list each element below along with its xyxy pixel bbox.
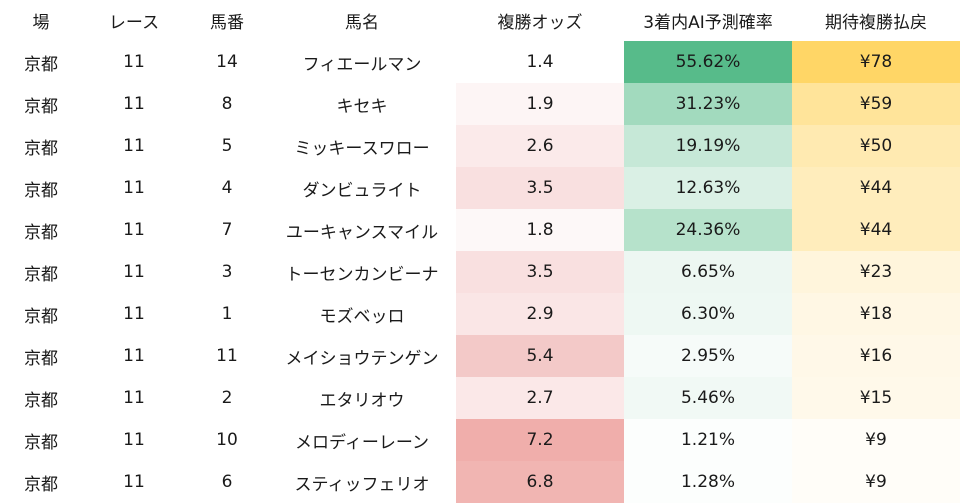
cell-horse-number: 8 — [221, 94, 233, 114]
cell-venue: 京都 — [24, 180, 58, 201]
cell-venue: 京都 — [24, 54, 58, 75]
header-race: レース — [108, 13, 160, 33]
cell-race: 11 — [123, 220, 145, 240]
cell-expected-payout: ¥59 — [792, 83, 960, 125]
cell-horse-number: 14 — [216, 52, 238, 72]
cell-race: 11 — [123, 346, 145, 366]
cell-horse-number: 2 — [221, 388, 233, 408]
table-row: 京都 11 1 モズベッロ 2.9 6.30% ¥18 — [0, 293, 960, 335]
cell-horse-name: フィエールマン — [302, 54, 422, 75]
cell-race: 11 — [123, 136, 145, 156]
cell-place-odds: 3.5 — [456, 167, 624, 209]
header-horse-number: 馬番 — [210, 13, 244, 33]
cell-horse-name: メロディーレーン — [295, 432, 429, 453]
cell-expected-payout: ¥16 — [792, 335, 960, 377]
cell-expected-payout: ¥15 — [792, 377, 960, 419]
header-place-odds: 複勝オッズ — [497, 13, 583, 33]
table-row: 京都 11 8 キセキ 1.9 31.23% ¥59 — [0, 83, 960, 125]
table-row: 京都 11 3 トーセンカンビーナ 3.5 6.65% ¥23 — [0, 251, 960, 293]
cell-place-odds: 1.8 — [456, 209, 624, 251]
cell-horse-number: 6 — [221, 472, 233, 492]
table-row: 京都 11 5 ミッキースワロー 2.6 19.19% ¥50 — [0, 125, 960, 167]
cell-ai-probability: 31.23% — [624, 83, 792, 125]
cell-place-odds: 2.9 — [456, 293, 624, 335]
cell-ai-probability: 19.19% — [624, 125, 792, 167]
cell-ai-probability: 55.62% — [624, 41, 792, 83]
cell-horse-name: キセキ — [336, 96, 388, 117]
cell-venue: 京都 — [24, 222, 58, 243]
cell-place-odds: 7.2 — [456, 419, 624, 461]
cell-race: 11 — [123, 388, 145, 408]
cell-expected-payout: ¥18 — [792, 293, 960, 335]
cell-horse-number: 1 — [221, 304, 233, 324]
table-row: 京都 11 10 メロディーレーン 7.2 1.21% ¥9 — [0, 419, 960, 461]
cell-venue: 京都 — [24, 390, 58, 411]
header-horse-name: 馬名 — [345, 13, 379, 33]
cell-venue: 京都 — [24, 96, 58, 117]
cell-expected-payout: ¥9 — [792, 419, 960, 461]
cell-place-odds: 2.6 — [456, 125, 624, 167]
table-row: 京都 11 2 エタリオウ 2.7 5.46% ¥15 — [0, 377, 960, 419]
cell-horse-name: トーセンカンビーナ — [285, 264, 439, 285]
cell-ai-probability: 12.63% — [624, 167, 792, 209]
table-row: 京都 11 11 メイショウテンゲン 5.4 2.95% ¥16 — [0, 335, 960, 377]
cell-ai-probability: 6.65% — [624, 251, 792, 293]
cell-ai-probability: 2.95% — [624, 335, 792, 377]
cell-place-odds: 5.4 — [456, 335, 624, 377]
cell-venue: 京都 — [24, 138, 58, 159]
cell-expected-payout: ¥44 — [792, 209, 960, 251]
cell-horse-number: 7 — [221, 220, 233, 240]
cell-horse-number: 10 — [216, 430, 238, 450]
cell-venue: 京都 — [24, 474, 58, 495]
cell-race: 11 — [123, 94, 145, 114]
cell-horse-name: ダンビュライト — [302, 180, 422, 201]
cell-expected-payout: ¥44 — [792, 167, 960, 209]
cell-horse-number: 11 — [216, 346, 238, 366]
cell-expected-payout: ¥9 — [792, 461, 960, 503]
cell-horse-name: メイショウテンゲン — [285, 348, 439, 369]
cell-expected-payout: ¥78 — [792, 41, 960, 83]
cell-horse-number: 3 — [221, 262, 233, 282]
cell-place-odds: 2.7 — [456, 377, 624, 419]
cell-ai-probability: 1.21% — [624, 419, 792, 461]
cell-horse-name: モズベッロ — [319, 306, 405, 327]
cell-expected-payout: ¥23 — [792, 251, 960, 293]
cell-venue: 京都 — [24, 306, 58, 327]
header-venue: 場 — [32, 13, 50, 33]
cell-ai-probability: 6.30% — [624, 293, 792, 335]
table-row: 京都 11 7 ユーキャンスマイル 1.8 24.36% ¥44 — [0, 209, 960, 251]
header-ai-probability: 3着内AI予測確率 — [643, 13, 773, 33]
cell-horse-number: 4 — [221, 178, 233, 198]
cell-horse-name: ミッキースワロー — [294, 138, 430, 159]
cell-horse-name: スティッフェリオ — [294, 474, 430, 495]
cell-horse-number: 5 — [221, 136, 233, 156]
cell-venue: 京都 — [24, 432, 58, 453]
table-row: 京都 11 4 ダンビュライト 3.5 12.63% ¥44 — [0, 167, 960, 209]
table-row: 京都 11 14 フィエールマン 1.4 55.62% ¥78 — [0, 41, 960, 83]
table-row: 京都 11 6 スティッフェリオ 6.8 1.28% ¥9 — [0, 461, 960, 503]
cell-expected-payout: ¥50 — [792, 125, 960, 167]
cell-horse-name: エタリオウ — [319, 390, 405, 411]
cell-place-odds: 6.8 — [456, 461, 624, 503]
cell-race: 11 — [123, 304, 145, 324]
cell-ai-probability: 5.46% — [624, 377, 792, 419]
cell-race: 11 — [123, 262, 145, 282]
cell-venue: 京都 — [24, 264, 58, 285]
cell-place-odds: 1.9 — [456, 83, 624, 125]
cell-place-odds: 1.4 — [456, 41, 624, 83]
cell-race: 11 — [123, 472, 145, 492]
cell-place-odds: 3.5 — [456, 251, 624, 293]
header-expected-payout: 期待複勝払戻 — [825, 13, 927, 33]
cell-race: 11 — [123, 178, 145, 198]
cell-venue: 京都 — [24, 348, 58, 369]
header-row: 場 レース 馬番 馬名 複勝オッズ 3着内AI予測確率 期待複勝払戻 — [0, 0, 960, 41]
cell-horse-name: ユーキャンスマイル — [285, 222, 439, 243]
cell-race: 11 — [123, 430, 145, 450]
cell-ai-probability: 1.28% — [624, 461, 792, 503]
cell-race: 11 — [123, 52, 145, 72]
cell-ai-probability: 24.36% — [624, 209, 792, 251]
